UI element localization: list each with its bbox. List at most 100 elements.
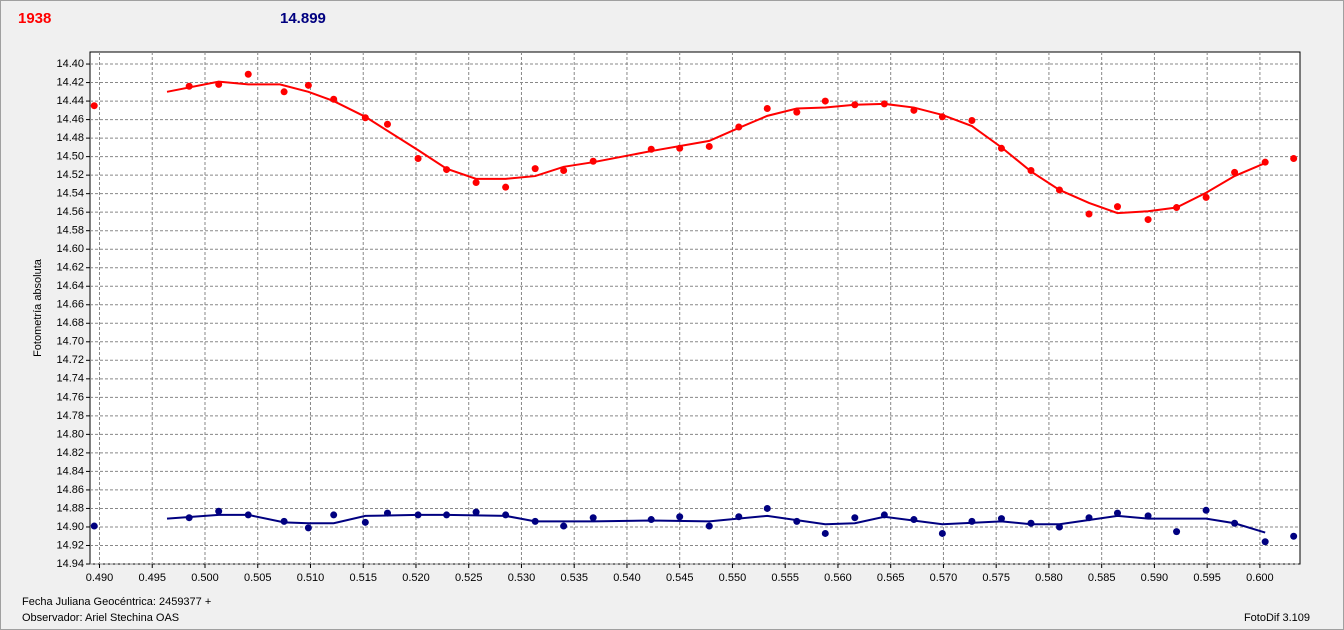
x-tick-label: 0.535 <box>560 572 588 584</box>
y-tick-label: 14.92 <box>56 539 84 551</box>
x-tick-label: 0.530 <box>508 572 536 584</box>
y-tick-label: 14.62 <box>56 262 84 274</box>
y-tick-label: 14.70 <box>56 336 84 348</box>
data-point <box>215 507 223 515</box>
data-point <box>304 81 312 89</box>
x-tick-label: 0.580 <box>1035 572 1063 584</box>
data-point <box>968 117 976 125</box>
data-point <box>763 504 771 512</box>
x-tick-label: 0.510 <box>297 572 325 584</box>
data-point <box>851 514 859 522</box>
plot-area <box>89 51 1301 565</box>
x-tick-label: 0.490 <box>86 572 114 584</box>
y-axis-label: Fotometría absoluta <box>32 258 44 357</box>
y-tick-label: 14.88 <box>56 502 84 514</box>
data-point <box>938 529 946 537</box>
x-tick-label: 0.540 <box>613 572 641 584</box>
data-point <box>676 513 684 521</box>
x-tick-label: 0.565 <box>877 572 905 584</box>
y-tick-label: 14.48 <box>56 132 84 144</box>
x-tick-label: 0.505 <box>244 572 272 584</box>
data-point <box>531 165 539 173</box>
y-tick-label: 14.40 <box>56 58 84 70</box>
data-point <box>1231 168 1239 176</box>
footer-observer: Observador: Ariel Stechina OAS <box>22 612 179 624</box>
data-point <box>1173 528 1181 536</box>
y-tick-label: 14.82 <box>56 447 84 459</box>
x-tick-label: 0.575 <box>982 572 1010 584</box>
data-point <box>1085 210 1093 218</box>
data-point <box>705 142 713 150</box>
x-tick-label: 0.595 <box>1193 572 1221 584</box>
y-tick-label: 14.44 <box>56 95 84 107</box>
footer-version: FotoDif 3.109 <box>1244 612 1310 624</box>
x-tick-label: 0.525 <box>455 572 483 584</box>
x-tick-label: 0.500 <box>191 572 219 584</box>
x-tick-label: 0.560 <box>824 572 852 584</box>
data-point <box>383 120 391 128</box>
x-tick-label: 0.515 <box>349 572 377 584</box>
y-tick-label: 14.72 <box>56 354 84 366</box>
data-point <box>414 154 422 162</box>
data-point <box>90 102 98 110</box>
y-tick-label: 14.84 <box>56 465 84 477</box>
x-tick-label: 0.545 <box>666 572 694 584</box>
data-point <box>763 104 771 112</box>
data-point <box>244 70 252 78</box>
y-tick-label: 14.86 <box>56 484 84 496</box>
y-tick-label: 14.64 <box>56 280 84 292</box>
data-point <box>361 518 369 526</box>
footer-date: Fecha Juliana Geocéntrica: 2459377 + <box>22 596 211 608</box>
header-right: 14.899 <box>280 10 326 27</box>
y-tick-label: 14.58 <box>56 225 84 237</box>
data-point <box>280 88 288 96</box>
x-tick-label: 0.570 <box>930 572 958 584</box>
y-tick-label: 14.60 <box>56 243 84 255</box>
data-point <box>472 179 480 187</box>
y-tick-label: 14.66 <box>56 299 84 311</box>
data-point <box>472 508 480 516</box>
y-tick-label: 14.56 <box>56 206 84 218</box>
data-point <box>1290 154 1298 162</box>
data-point <box>997 515 1005 523</box>
data-point <box>1202 193 1210 201</box>
data-point <box>1290 532 1298 540</box>
y-tick-label: 14.68 <box>56 317 84 329</box>
data-point <box>90 522 98 530</box>
x-tick-label: 0.520 <box>402 572 430 584</box>
x-tick-label: 0.555 <box>771 572 799 584</box>
data-point <box>1113 203 1121 211</box>
fit-line <box>166 513 1266 534</box>
y-tick-label: 14.46 <box>56 113 84 125</box>
data-point <box>1144 216 1152 224</box>
y-tick-label: 14.54 <box>56 188 84 200</box>
y-tick-label: 14.90 <box>56 521 84 533</box>
y-tick-label: 14.94 <box>56 558 84 570</box>
data-point <box>304 524 312 532</box>
data-point <box>793 108 801 116</box>
y-tick-label: 14.78 <box>56 410 84 422</box>
x-tick-label: 0.550 <box>719 572 747 584</box>
y-tick-label: 14.74 <box>56 373 84 385</box>
data-point <box>821 97 829 105</box>
header-left: 1938 <box>18 10 51 27</box>
y-tick-label: 14.42 <box>56 76 84 88</box>
data-point <box>705 522 713 530</box>
y-tick-label: 14.50 <box>56 151 84 163</box>
data-point <box>502 183 510 191</box>
data-point <box>1113 509 1121 517</box>
data-point <box>1261 538 1269 546</box>
y-tick-label: 14.52 <box>56 169 84 181</box>
y-tick-label: 14.80 <box>56 428 84 440</box>
x-tick-label: 0.600 <box>1246 572 1274 584</box>
data-point <box>1202 506 1210 514</box>
x-tick-label: 0.495 <box>138 572 166 584</box>
x-tick-label: 0.590 <box>1141 572 1169 584</box>
data-point <box>330 511 338 519</box>
data-point <box>560 167 568 175</box>
fit-line <box>166 80 1266 215</box>
data-point <box>821 529 829 537</box>
y-tick-label: 14.76 <box>56 391 84 403</box>
